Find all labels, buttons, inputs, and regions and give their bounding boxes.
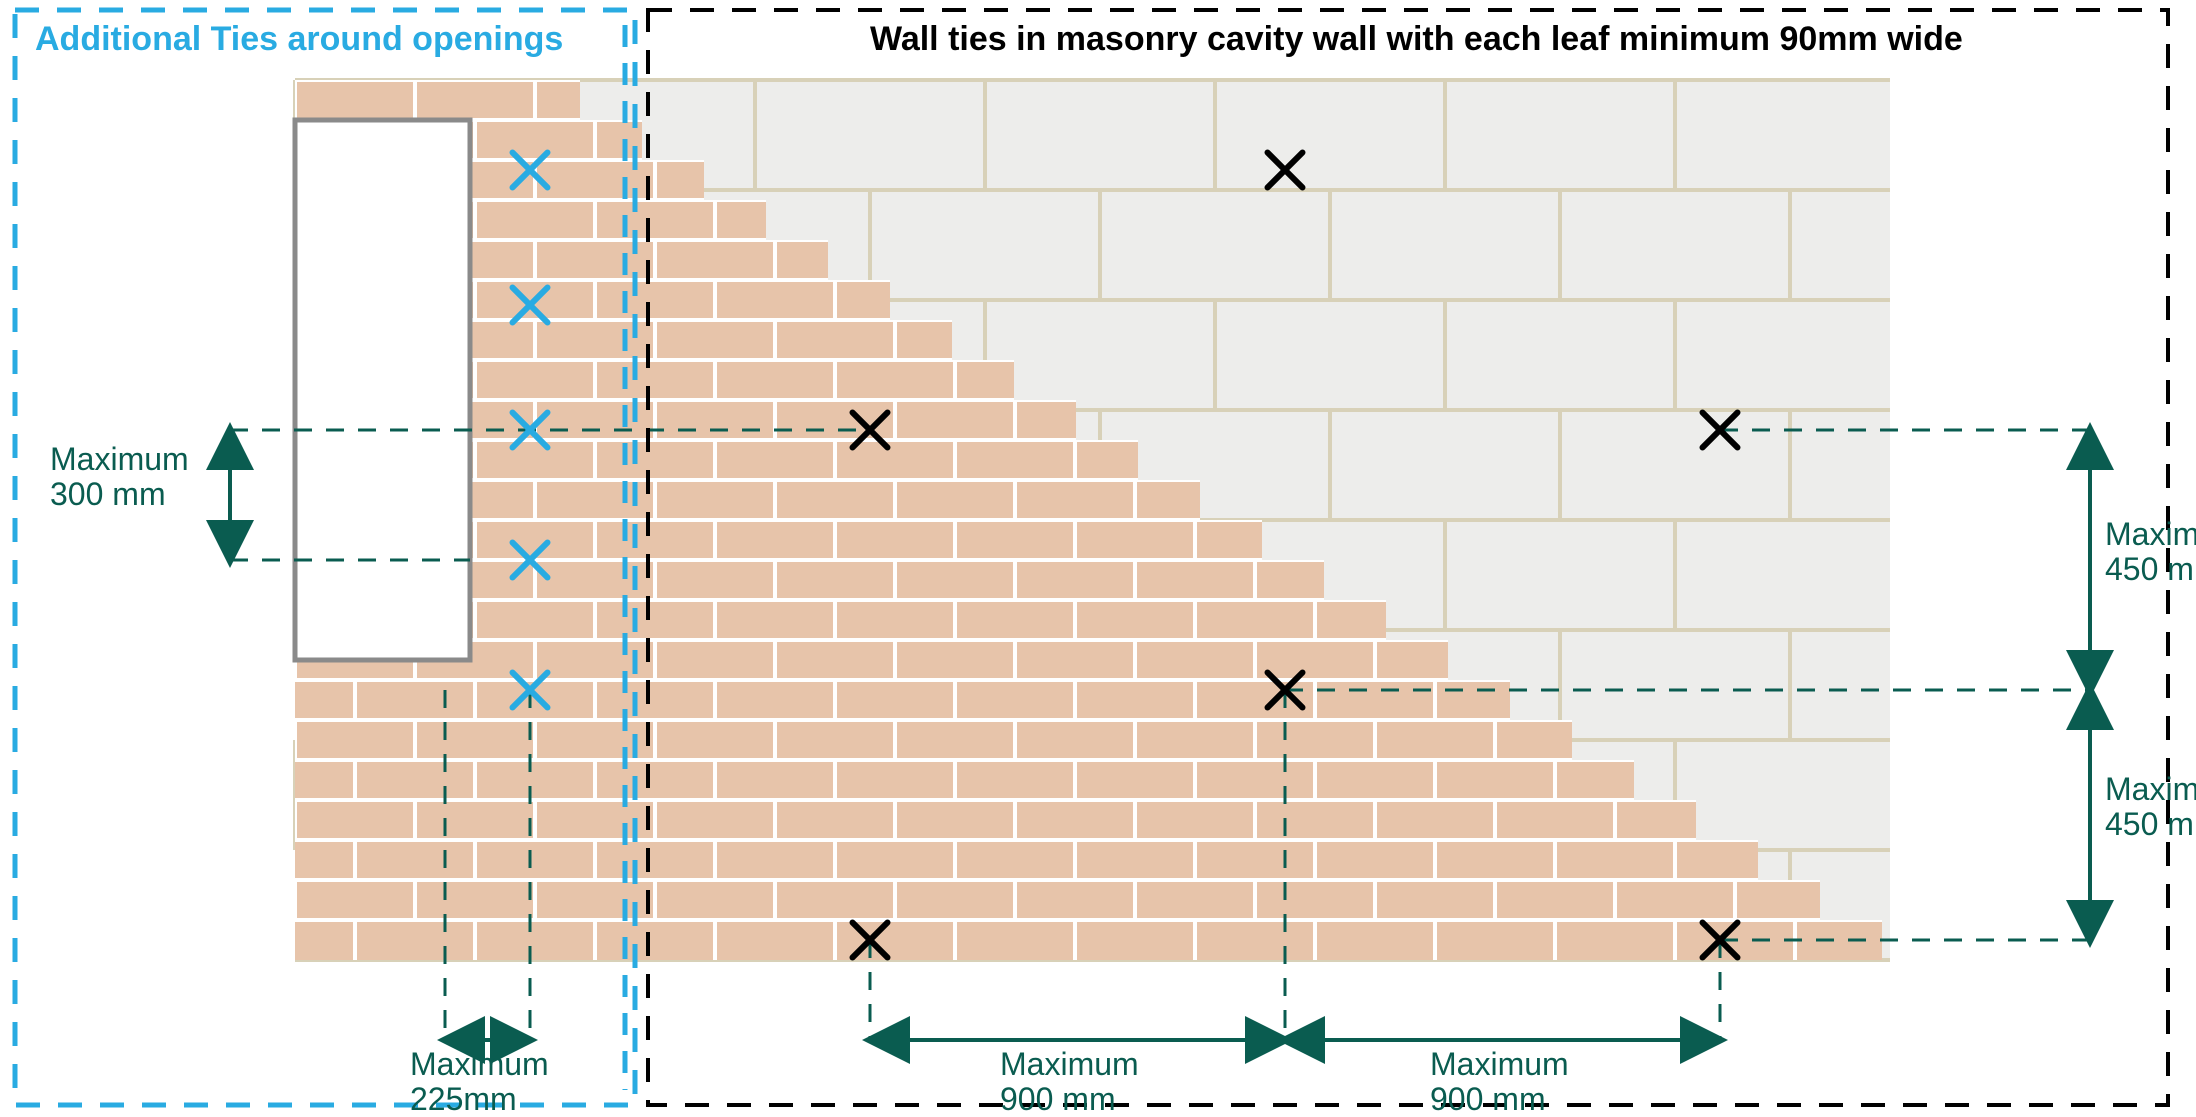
dim-300-label: Maximum300 mm — [50, 441, 189, 512]
title-left: Additional Ties around openings — [35, 20, 563, 58]
diagram-root: Additional Ties around openings Wall ties… — [0, 0, 2196, 1117]
dim-450a-label: Maximum450 mm — [2105, 516, 2196, 587]
opening-mask — [255, 120, 470, 660]
dim-450b-label: Maximum450 mm — [2105, 771, 2196, 842]
title-right: Wall ties in masonry cavity wall with ea… — [870, 20, 1963, 58]
